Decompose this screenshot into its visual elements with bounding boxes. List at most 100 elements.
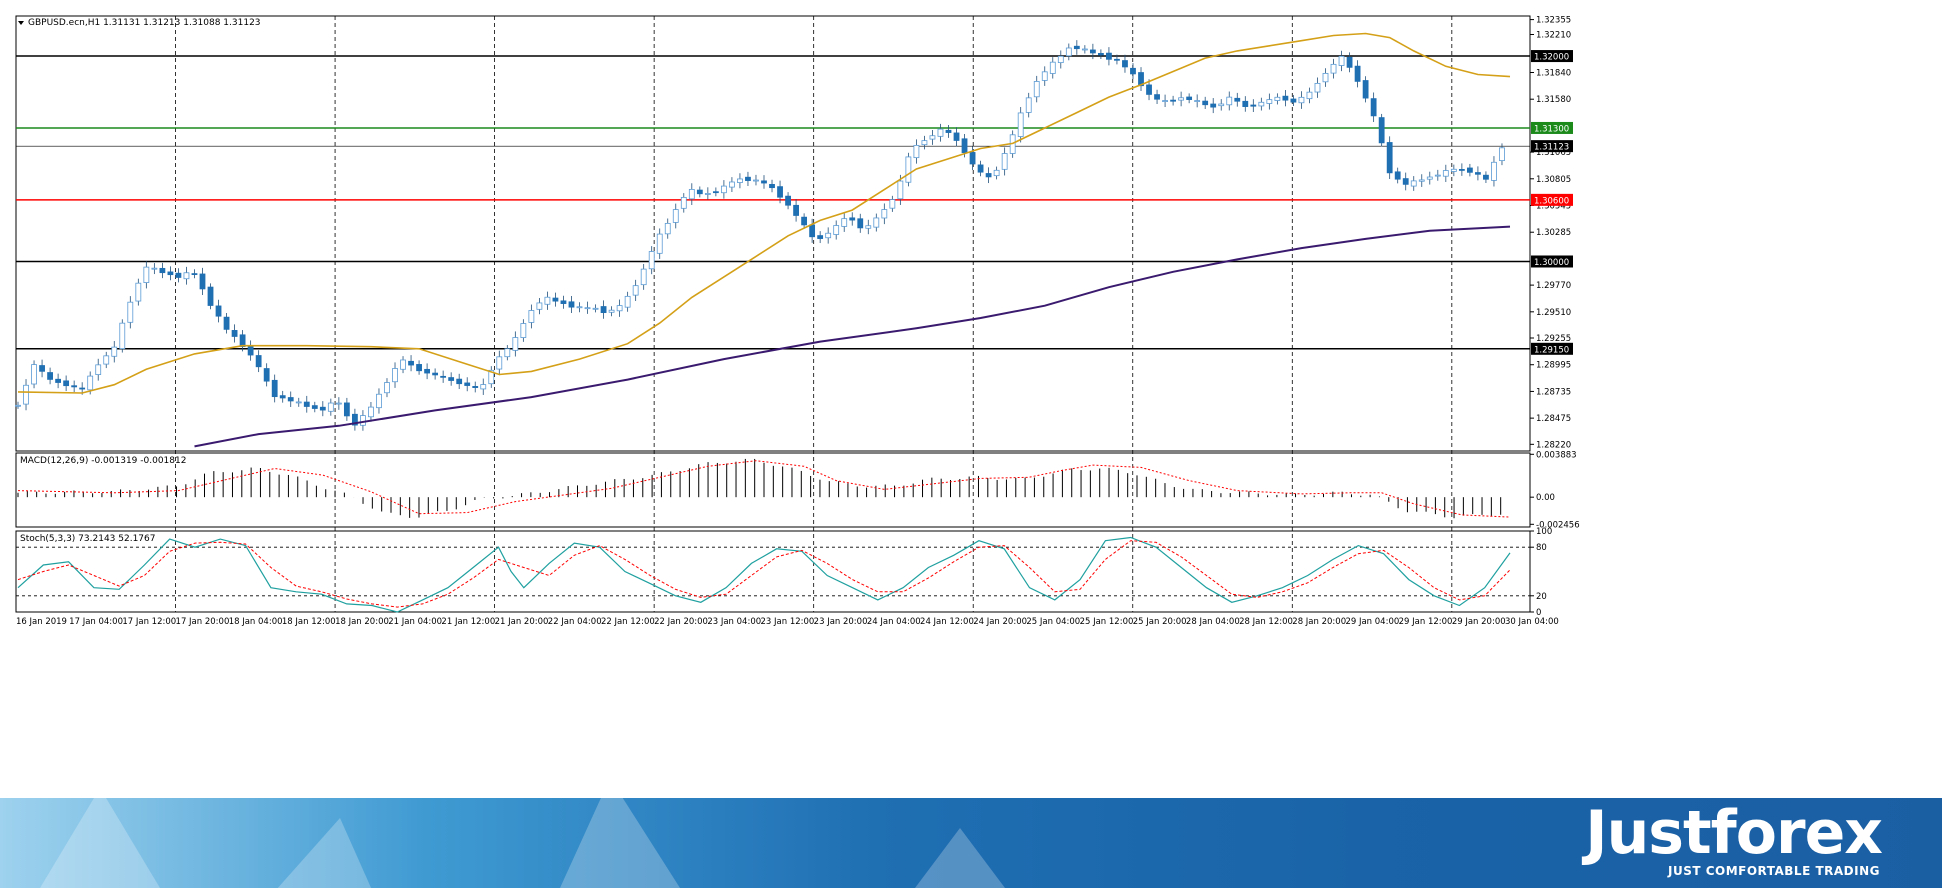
candle-down <box>1250 104 1257 107</box>
candle-down <box>71 385 78 388</box>
x-tick-label: 21 Jan 12:00 <box>441 617 495 627</box>
candle-down <box>223 316 230 330</box>
candle-down <box>1362 80 1369 99</box>
level-tag-label: 1.31123 <box>1534 143 1569 153</box>
candle-up <box>1017 112 1024 137</box>
candle-down <box>303 401 310 407</box>
macd-tick-label: -0.002456 <box>1536 520 1580 530</box>
x-tick-label: 16 Jan 2019 <box>16 617 67 627</box>
candle-down <box>1146 84 1152 95</box>
candle-down <box>159 267 166 274</box>
price-tick-label: 1.31065 <box>1536 148 1571 158</box>
price-tick-label: 1.32210 <box>1536 30 1571 40</box>
candle-down <box>1138 72 1144 87</box>
candle-up <box>119 322 126 350</box>
candle-up <box>1418 179 1425 182</box>
candle-down <box>199 273 206 290</box>
x-tick-label: 29 Jan 20:00 <box>1452 617 1506 627</box>
candle-up <box>15 404 21 407</box>
candle-up <box>1410 180 1417 187</box>
candle-down <box>953 132 960 141</box>
candle-up <box>841 218 848 227</box>
x-tick-label: 28 Jan 04:00 <box>1186 617 1240 627</box>
candle-down <box>1354 65 1361 82</box>
price-tick-label: 1.31580 <box>1536 95 1571 105</box>
candle-down <box>1242 100 1249 107</box>
dropdown-triangle-icon <box>18 21 24 25</box>
candle-down <box>167 271 174 276</box>
x-tick-label: 21 Jan 04:00 <box>388 617 442 627</box>
x-tick-label: 22 Jan 04:00 <box>548 617 602 627</box>
candle-up <box>95 364 102 375</box>
candle-up <box>1499 147 1505 162</box>
candle-down <box>1458 169 1465 171</box>
candle-down <box>472 386 479 388</box>
candle-down <box>600 306 607 314</box>
candle-up <box>1266 99 1273 104</box>
macd-title: MACD(12,26,9) -0.001319 -0.001812 <box>20 456 186 466</box>
candle-down <box>255 355 262 368</box>
x-tick-label: 25 Jan 04:00 <box>1026 617 1080 627</box>
stoch-main-line <box>17 536 1511 613</box>
candle-up <box>929 135 936 140</box>
candle-up <box>664 222 671 235</box>
candle-up <box>504 348 511 358</box>
candle-down <box>696 189 703 195</box>
price-chart-title: GBPUSD.ecn,H1 1.31131 1.31213 1.31088 1.… <box>28 18 261 28</box>
justforex-logo[interactable]: Justforex <box>1585 798 1883 868</box>
price-tick-label: 1.31840 <box>1536 68 1571 78</box>
candle-up <box>1306 91 1313 100</box>
candle-down <box>408 360 414 366</box>
level-tag <box>1531 193 1573 206</box>
banner-decoration <box>260 818 380 888</box>
brand-tagline: JUST COMFORTABLE TRADING <box>1667 864 1880 878</box>
banner-decoration <box>560 798 680 888</box>
candle-up <box>528 310 535 323</box>
candle-up <box>1218 103 1225 107</box>
candle-up <box>335 402 342 405</box>
candle-up <box>1258 101 1265 107</box>
candle-down <box>777 186 783 198</box>
candle-down <box>809 224 816 238</box>
candle-up <box>640 268 647 286</box>
candle-up <box>737 178 743 183</box>
candle-down <box>857 218 864 229</box>
candle-down <box>311 405 318 409</box>
candle-down <box>1234 97 1241 102</box>
candle-down <box>207 286 214 306</box>
x-tick-label: 24 Jan 12:00 <box>920 617 974 627</box>
candle-up <box>360 415 366 426</box>
candle-down <box>1202 100 1209 106</box>
candle-up <box>833 225 840 235</box>
candle-up <box>873 217 880 228</box>
candle-up <box>1314 82 1321 93</box>
candle-down <box>1186 96 1193 100</box>
candle-down <box>977 164 984 173</box>
ma-fast-line <box>17 32 1511 394</box>
candle-up <box>327 402 334 412</box>
candle-up <box>536 302 543 310</box>
candle-up <box>889 199 896 209</box>
candle-up <box>512 337 519 351</box>
candle-up <box>632 285 639 296</box>
candle-up <box>1426 176 1433 180</box>
candle-down <box>1098 52 1104 56</box>
stoch-pane-frame <box>15 530 1531 613</box>
candle-up <box>1025 97 1032 113</box>
candle-up <box>376 393 382 409</box>
level-tag-label: 1.29150 <box>1534 345 1569 355</box>
candle-down <box>1154 94 1160 100</box>
macd-pane-frame <box>15 452 1531 528</box>
candle-down <box>352 413 358 426</box>
price-tick-label: 1.30805 <box>1536 175 1571 185</box>
candle-up <box>87 375 94 391</box>
price-tick-label: 1.30285 <box>1536 228 1571 238</box>
x-tick-label: 23 Jan 04:00 <box>707 617 761 627</box>
candle-down <box>448 377 455 381</box>
candle-down <box>279 395 286 399</box>
candle-up <box>592 307 599 310</box>
candle-up <box>656 233 663 254</box>
candle-down <box>416 364 422 372</box>
candle-up <box>392 368 398 383</box>
candle-down <box>239 334 246 348</box>
